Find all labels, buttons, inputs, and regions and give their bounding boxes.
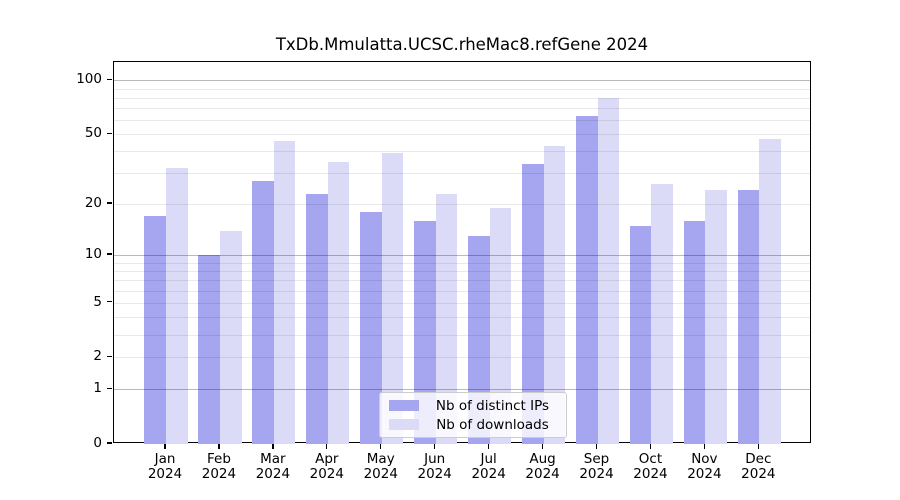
y-tick-label-10: 10	[84, 246, 102, 263]
gridline-10	[114, 255, 810, 257]
bar-feb-distinct-ips	[198, 255, 220, 444]
bar-jan-downloads	[166, 168, 188, 444]
x-tick-label-may: May 2024	[363, 451, 398, 482]
x-tick-jan	[164, 443, 166, 449]
bar-dec-distinct-ips	[737, 190, 760, 444]
x-tick-label-jan: Jan 2024	[147, 451, 183, 482]
y-tick-1	[107, 387, 112, 390]
x-tick-label-nov: Nov 2024	[687, 451, 722, 482]
y-tick-5	[107, 301, 112, 303]
bar-jun-distinct-ips	[414, 220, 436, 444]
bar-jun-downloads	[435, 193, 458, 444]
x-tick-mar	[272, 443, 274, 449]
y-tick-label-100: 100	[76, 71, 102, 88]
x-tick-label-jun: Jun 2024	[417, 451, 452, 482]
bar-may-downloads	[381, 153, 404, 444]
x-tick-label-dec: Dec 2024	[741, 451, 776, 482]
x-tick-label-sep: Sep 2024	[579, 451, 614, 482]
x-tick-label-aug: Aug 2024	[525, 451, 560, 482]
bar-jul-distinct-ips	[468, 236, 490, 444]
bar-may-distinct-ips	[360, 211, 382, 444]
y-tick-label-5: 5	[93, 293, 102, 310]
legend-label-distinct-ips: Nb of distinct IPs	[435, 397, 550, 414]
y-tick-20	[107, 202, 112, 204]
x-tick-feb	[218, 443, 220, 449]
bar-mar-distinct-ips	[252, 181, 274, 444]
x-tick-label-mar: Mar 2024	[255, 451, 291, 482]
gridline-40	[114, 151, 810, 153]
bar-apr-downloads	[327, 161, 350, 444]
y-tick-10	[107, 253, 112, 255]
x-tick-label-feb: Feb 2024	[201, 451, 237, 482]
bar-mar-downloads	[273, 140, 296, 444]
x-tick-apr	[326, 443, 328, 449]
gridline-9	[114, 262, 810, 264]
gridline-100	[114, 80, 810, 82]
bar-apr-distinct-ips	[306, 193, 328, 444]
gridline-7	[114, 280, 810, 282]
gridline-4	[114, 317, 810, 319]
x-tick-jul	[487, 443, 490, 449]
y-tick-0	[107, 442, 112, 444]
y-tick-label-2: 2	[93, 348, 102, 365]
gridline-2	[114, 357, 810, 359]
gridline-6	[114, 290, 810, 292]
gridline-3	[114, 334, 810, 336]
bar-feb-downloads	[219, 230, 242, 444]
y-tick-label-0: 0	[93, 435, 102, 451]
bar-oct-distinct-ips	[629, 225, 652, 444]
y-tick-label-1: 1	[93, 380, 102, 397]
y-tick-2	[107, 355, 112, 358]
y-tick-50	[107, 132, 112, 134]
gridline-50	[114, 134, 810, 136]
bar-jul-downloads	[489, 207, 512, 444]
plot-area: Nb of distinct IPs Nb of downloads	[113, 61, 811, 444]
bar-nov-downloads	[705, 190, 727, 444]
gridline-1	[114, 389, 810, 391]
x-tick-label-apr: Apr 2024	[309, 451, 344, 482]
bar-oct-downloads	[651, 184, 674, 444]
gridline-80	[114, 97, 810, 99]
x-tick-sep	[595, 443, 598, 449]
x-tick-dec	[757, 443, 759, 449]
legend-swatch-downloads	[389, 419, 419, 430]
y-tick-label-50: 50	[84, 125, 102, 142]
bar-sep-downloads	[597, 97, 620, 444]
gridline-5	[114, 302, 810, 304]
bar-aug-distinct-ips	[521, 163, 544, 444]
bar-dec-downloads	[759, 138, 781, 444]
bar-sep-distinct-ips	[575, 116, 598, 444]
gridline-90	[114, 88, 810, 90]
gridline-70	[114, 108, 810, 110]
x-tick-nov	[703, 443, 706, 449]
x-tick-aug	[541, 443, 544, 449]
bar-aug-downloads	[543, 145, 566, 444]
gridline-30	[114, 173, 810, 175]
legend-row-downloads: Nb of downloads	[389, 417, 557, 433]
gridline-60	[114, 120, 810, 122]
legend: Nb of distinct IPs Nb of downloads	[379, 392, 567, 438]
legend-label-downloads: Nb of downloads	[436, 416, 549, 433]
x-tick-label-oct: Oct 2024	[633, 451, 668, 482]
legend-row-distinct-ips: Nb of distinct IPs	[389, 398, 557, 414]
x-tick-oct	[649, 443, 652, 449]
x-tick-label-jul: Jul 2024	[471, 451, 506, 482]
x-tick-may	[380, 443, 382, 449]
y-tick-label-20: 20	[84, 195, 102, 212]
gridline-8	[114, 270, 810, 272]
y-tick-100	[107, 78, 112, 80]
chart-title: TxDb.Mmulatta.UCSC.rheMac8.refGene 2024	[275, 35, 649, 54]
bar-nov-distinct-ips	[683, 220, 706, 444]
bar-jan-distinct-ips	[144, 216, 166, 444]
x-tick-jun	[434, 443, 436, 449]
gridline-20	[114, 204, 810, 206]
legend-swatch-distinct-ips	[389, 400, 419, 411]
